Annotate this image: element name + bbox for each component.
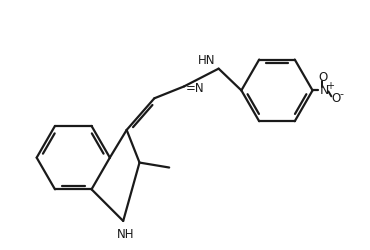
Text: N: N [319,84,329,97]
Text: O: O [319,71,328,84]
Text: +: + [326,82,334,92]
Text: O: O [332,92,341,105]
Text: =N: =N [186,82,205,95]
Text: HN: HN [198,54,215,67]
Text: NH: NH [117,228,134,241]
Text: -: - [339,89,343,99]
